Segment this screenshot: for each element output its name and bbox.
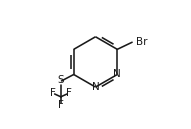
Text: F: F bbox=[66, 88, 72, 98]
Text: Br: Br bbox=[136, 37, 148, 47]
Text: F: F bbox=[58, 100, 64, 110]
Text: N: N bbox=[113, 70, 121, 79]
Text: F: F bbox=[50, 88, 56, 98]
Text: N: N bbox=[92, 82, 99, 92]
Text: S: S bbox=[57, 75, 64, 85]
